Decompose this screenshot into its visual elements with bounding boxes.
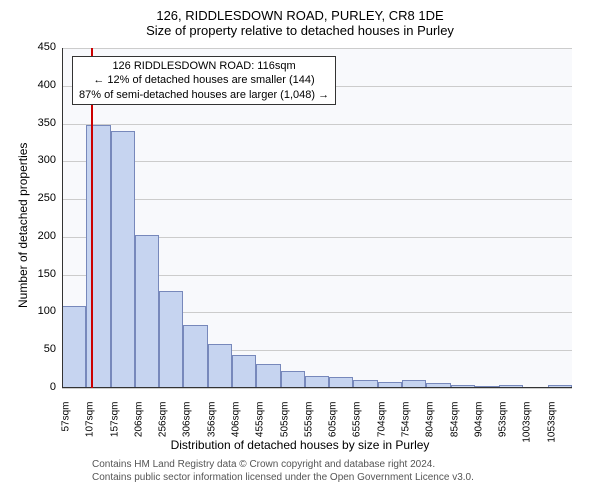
histogram-bar bbox=[111, 131, 135, 388]
x-tick-label: 107sqm bbox=[85, 402, 96, 452]
chart-title-main: 126, RIDDLESDOWN ROAD, PURLEY, CR8 1DE bbox=[0, 0, 600, 23]
histogram-bar bbox=[232, 355, 256, 388]
x-tick-label: 157sqm bbox=[109, 402, 120, 452]
y-tick-label: 350 bbox=[16, 117, 56, 129]
info-box: 126 RIDDLESDOWN ROAD: 116sqm ← 12% of de… bbox=[72, 56, 336, 105]
histogram-bar bbox=[62, 306, 86, 388]
gridline bbox=[62, 161, 572, 162]
x-tick-label: 356sqm bbox=[206, 402, 217, 452]
x-tick-label: 605sqm bbox=[328, 402, 339, 452]
x-tick-label: 704sqm bbox=[376, 402, 387, 452]
y-tick-label: 100 bbox=[16, 305, 56, 317]
x-tick-label: 854sqm bbox=[449, 402, 460, 452]
x-tick-label: 1003sqm bbox=[522, 402, 533, 452]
x-tick-label: 505sqm bbox=[279, 402, 290, 452]
x-tick-label: 555sqm bbox=[303, 402, 314, 452]
footer-line-1: Contains HM Land Registry data © Crown c… bbox=[92, 458, 474, 471]
y-tick-label: 200 bbox=[16, 230, 56, 242]
y-tick-label: 250 bbox=[16, 192, 56, 204]
histogram-bar bbox=[208, 344, 232, 388]
x-tick-label: 655sqm bbox=[352, 402, 363, 452]
histogram-bar bbox=[135, 235, 159, 388]
x-tick-label: 406sqm bbox=[231, 402, 242, 452]
x-tick-label: 57sqm bbox=[61, 402, 72, 452]
x-tick-label: 256sqm bbox=[158, 402, 169, 452]
y-tick-label: 50 bbox=[16, 343, 56, 355]
x-tick-label: 904sqm bbox=[473, 402, 484, 452]
x-tick-label: 455sqm bbox=[255, 402, 266, 452]
histogram-bar bbox=[256, 364, 280, 388]
histogram-bar bbox=[183, 325, 207, 388]
y-tick-label: 0 bbox=[16, 381, 56, 393]
y-tick-label: 150 bbox=[16, 268, 56, 280]
footer-text: Contains HM Land Registry data © Crown c… bbox=[92, 458, 474, 484]
gridline bbox=[62, 388, 572, 389]
x-axis-line bbox=[62, 387, 572, 388]
info-line-3: 87% of semi-detached houses are larger (… bbox=[79, 88, 329, 102]
info-line-2: ← 12% of detached houses are smaller (14… bbox=[79, 73, 329, 87]
chart-title-sub: Size of property relative to detached ho… bbox=[0, 23, 600, 38]
y-axis-label: Number of detached properties bbox=[16, 143, 30, 308]
chart-container: 126, RIDDLESDOWN ROAD, PURLEY, CR8 1DE S… bbox=[0, 0, 600, 500]
gridline bbox=[62, 124, 572, 125]
x-tick-label: 754sqm bbox=[401, 402, 412, 452]
y-tick-label: 300 bbox=[16, 154, 56, 166]
x-tick-label: 206sqm bbox=[133, 402, 144, 452]
y-tick-label: 450 bbox=[16, 41, 56, 53]
x-tick-label: 953sqm bbox=[498, 402, 509, 452]
y-tick-label: 400 bbox=[16, 79, 56, 91]
x-tick-label: 306sqm bbox=[182, 402, 193, 452]
histogram-bar bbox=[281, 371, 305, 388]
footer-line-2: Contains public sector information licen… bbox=[92, 471, 474, 484]
x-tick-label: 804sqm bbox=[425, 402, 436, 452]
gridline bbox=[62, 48, 572, 49]
histogram-bar bbox=[159, 291, 183, 388]
gridline bbox=[62, 199, 572, 200]
x-tick-label: 1053sqm bbox=[546, 402, 557, 452]
y-axis-line bbox=[62, 48, 63, 388]
info-line-1: 126 RIDDLESDOWN ROAD: 116sqm bbox=[79, 59, 329, 73]
